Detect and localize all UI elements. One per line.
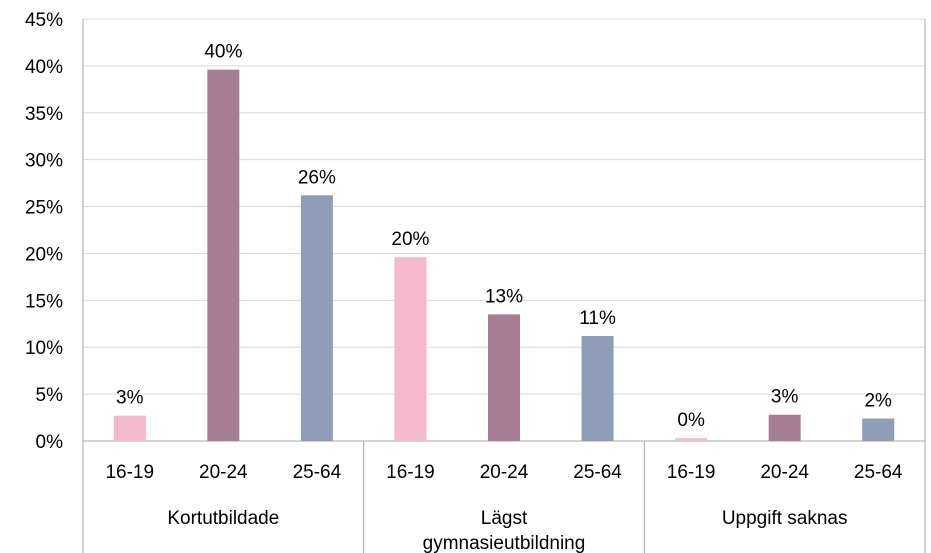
x-group-label: Kortutbildade	[167, 508, 279, 529]
y-tick-label: 10%	[25, 338, 63, 359]
y-tick-label: 15%	[25, 291, 63, 312]
y-tick-label: 40%	[25, 57, 63, 78]
x-category-label: 20-24	[199, 462, 248, 483]
bar	[862, 418, 895, 441]
x-category-label: 25-64	[854, 462, 903, 483]
x-category-label: 25-64	[573, 462, 622, 483]
bar	[768, 414, 801, 441]
data-label: 13%	[485, 286, 523, 307]
y-tick-label: 0%	[36, 432, 64, 453]
x-group-label: gymnasieutbildning	[423, 533, 586, 553]
data-label: 3%	[771, 387, 799, 408]
x-category-label: 20-24	[760, 462, 809, 483]
bar	[394, 257, 427, 441]
y-tick-label: 45%	[25, 10, 63, 31]
x-category-label: 16-19	[105, 462, 154, 483]
data-label: 20%	[391, 229, 429, 250]
data-label: 0%	[677, 410, 705, 431]
y-tick-label: 20%	[25, 244, 63, 265]
y-tick-label: 35%	[25, 104, 63, 125]
x-category-label: 16-19	[667, 462, 716, 483]
x-category-label: 20-24	[480, 462, 529, 483]
data-label: 11%	[579, 308, 616, 329]
y-tick-label: 30%	[25, 151, 63, 172]
bar	[300, 195, 333, 441]
x-group-label: Lägst	[481, 508, 528, 529]
bar	[675, 438, 708, 441]
y-tick-label: 25%	[25, 198, 63, 219]
bar	[488, 314, 520, 441]
x-group-label: Uppgift saknas	[722, 508, 848, 529]
bar	[207, 69, 240, 441]
data-label: 3%	[116, 388, 144, 409]
bar	[581, 335, 614, 441]
data-label: 26%	[298, 167, 336, 188]
x-category-label: 25-64	[293, 462, 342, 483]
data-label: 40%	[204, 42, 242, 63]
bar	[113, 415, 146, 441]
y-tick-label: 5%	[36, 385, 64, 406]
x-category-label: 16-19	[386, 462, 435, 483]
data-label: 2%	[864, 390, 892, 411]
